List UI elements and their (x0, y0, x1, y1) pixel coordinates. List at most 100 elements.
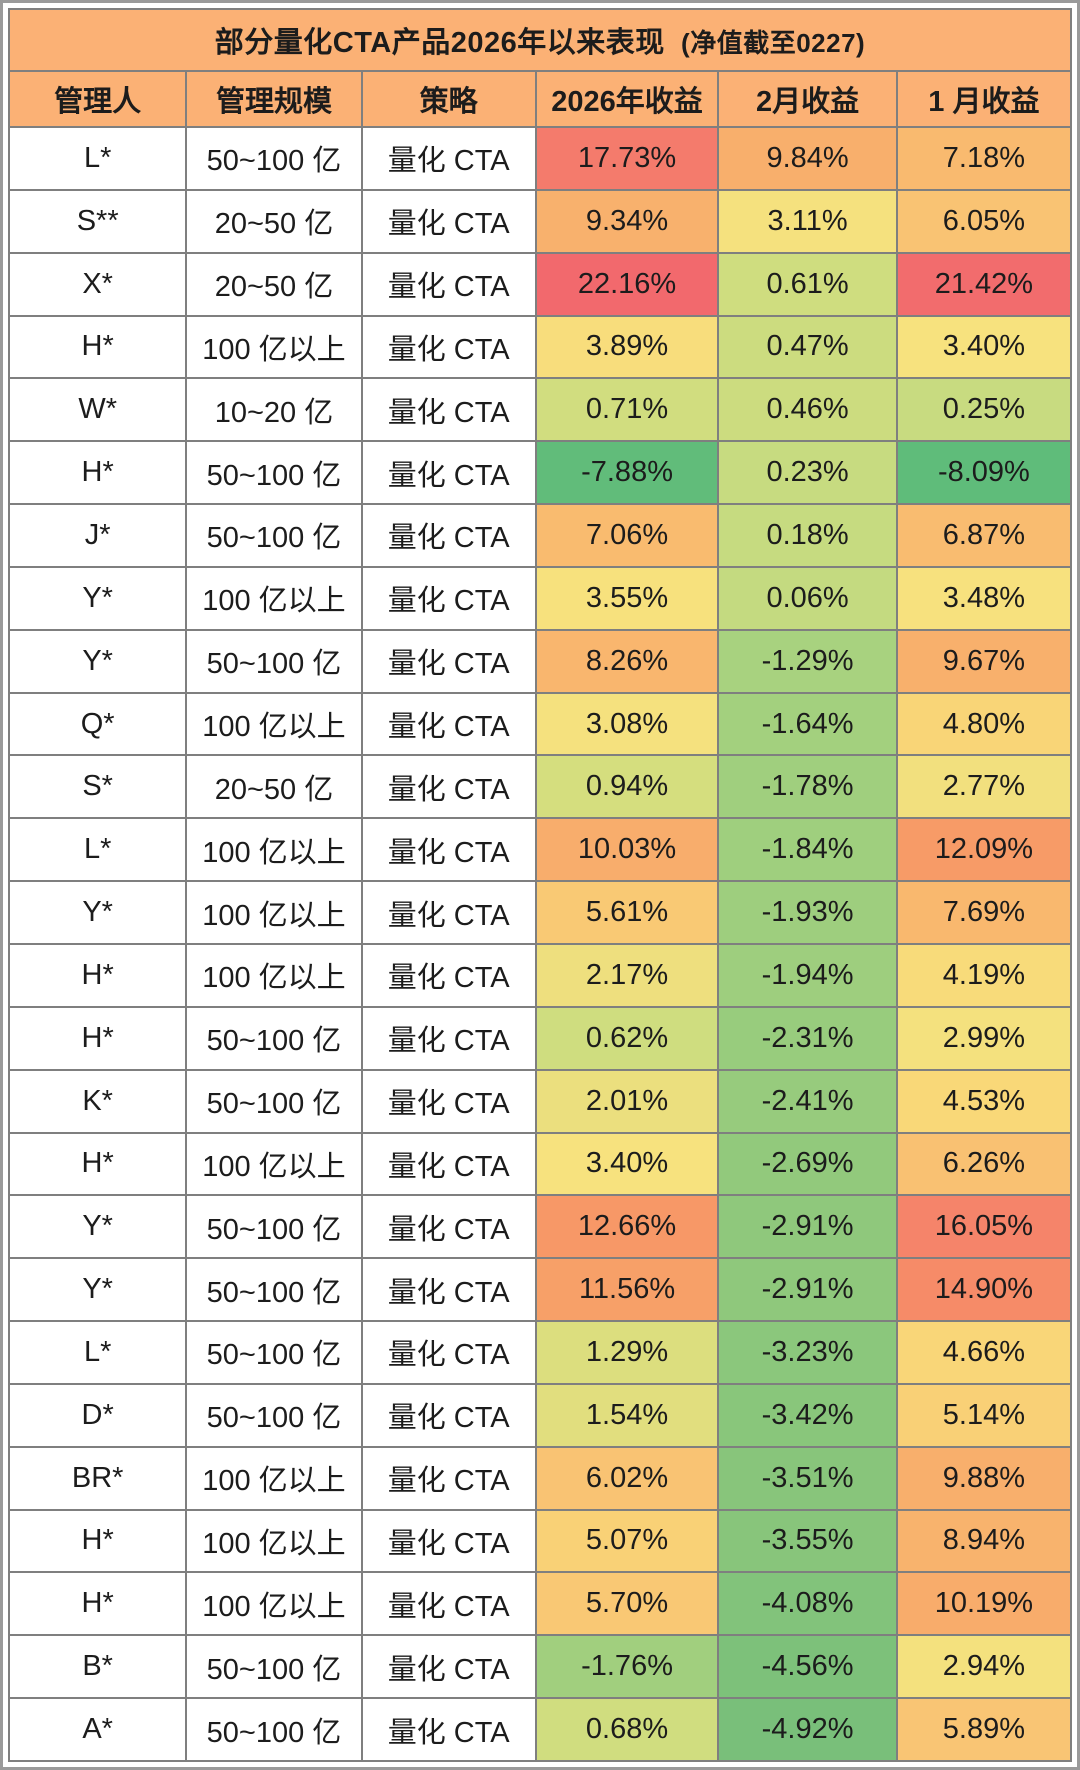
table-row: J* 50~100 亿 量化 CTA 7.06% 0.18% 6.87% (7, 503, 1073, 568)
manager-cell: D* (7, 1382, 188, 1448)
return-jan-cell: 9.88% (895, 1445, 1073, 1511)
return-feb-cell: -1.93% (717, 880, 898, 945)
scale-cell: 20~50 亿 (185, 754, 363, 820)
return-feb-cell: 0.46% (717, 377, 898, 443)
scale-cell: 100 亿以上 (185, 880, 363, 945)
manager-cell: L* (7, 126, 188, 191)
scale-cell: 100 亿以上 (185, 1508, 363, 1574)
return-ytd-cell: 1.54% (534, 1382, 720, 1448)
manager-cell: L* (7, 817, 188, 883)
manager-cell: Y* (7, 880, 188, 945)
table-row: S** 20~50 亿 量化 CTA 9.34% 3.11% 6.05% (7, 188, 1073, 254)
strategy-cell: 量化 CTA (360, 1445, 537, 1511)
scale-cell: 100 亿以上 (185, 314, 363, 380)
return-jan-cell: 5.14% (895, 1382, 1073, 1448)
table-row: K* 50~100 亿 量化 CTA 2.01% -2.41% 4.53% (7, 1068, 1073, 1134)
cta-performance-table: 部分量化CTA产品2026年以来表现 (净值截至0227) 管理人 管理规模 策… (7, 8, 1073, 1762)
table-row: Y* 100 亿以上 量化 CTA 3.55% 0.06% 3.48% (7, 565, 1073, 631)
scale-cell: 100 亿以上 (185, 1131, 363, 1197)
return-ytd-cell: -7.88% (534, 440, 720, 506)
column-header-jan: 1 月收益 (895, 70, 1073, 128)
return-ytd-cell: 5.61% (534, 880, 720, 945)
scale-cell: 100 亿以上 (185, 565, 363, 631)
table-row: L* 50~100 亿 量化 CTA 17.73% 9.84% 7.18% (7, 126, 1073, 191)
table-row: H* 100 亿以上 量化 CTA 3.89% 0.47% 3.40% (7, 314, 1073, 380)
strategy-cell: 量化 CTA (360, 754, 537, 820)
scale-cell: 50~100 亿 (185, 1320, 363, 1385)
manager-cell: H* (7, 1131, 188, 1197)
return-feb-cell: -1.64% (717, 691, 898, 757)
manager-cell: X* (7, 251, 188, 317)
manager-cell: B* (7, 1634, 188, 1700)
return-jan-cell: 6.26% (895, 1131, 1073, 1197)
scale-cell: 50~100 亿 (185, 126, 363, 191)
manager-cell: H* (7, 1005, 188, 1071)
title-row: 部分量化CTA产品2026年以来表现 (净值截至0227) (8, 8, 1072, 72)
return-jan-cell: 4.66% (895, 1320, 1073, 1385)
return-ytd-cell: 2.01% (534, 1068, 720, 1134)
return-feb-cell: -2.41% (717, 1068, 898, 1134)
return-jan-cell: 21.42% (895, 251, 1073, 317)
return-ytd-cell: 3.55% (534, 565, 720, 631)
return-jan-cell: 0.25% (895, 377, 1073, 443)
manager-cell: H* (7, 1508, 188, 1574)
return-ytd-cell: 8.26% (534, 628, 720, 694)
manager-cell: A* (7, 1697, 188, 1762)
table-row: W* 10~20 亿 量化 CTA 0.71% 0.46% 0.25% (7, 377, 1073, 443)
return-feb-cell: -3.51% (717, 1445, 898, 1511)
strategy-cell: 量化 CTA (360, 377, 537, 443)
header-row: 管理人 管理规模 策略 2026年收益 2月收益 1 月收益 (7, 70, 1073, 128)
table-row: H* 100 亿以上 量化 CTA 5.70% -4.08% 10.19% (7, 1571, 1073, 1637)
scale-cell: 50~100 亿 (185, 1382, 363, 1448)
return-jan-cell: 2.94% (895, 1634, 1073, 1700)
return-ytd-cell: 0.71% (534, 377, 720, 443)
return-jan-cell: 16.05% (895, 1194, 1073, 1260)
strategy-cell: 量化 CTA (360, 126, 537, 191)
return-feb-cell: 0.06% (717, 565, 898, 631)
scale-cell: 100 亿以上 (185, 1571, 363, 1637)
return-jan-cell: 2.99% (895, 1005, 1073, 1071)
table-row: A* 50~100 亿 量化 CTA 0.68% -4.92% 5.89% (7, 1697, 1073, 1762)
strategy-cell: 量化 CTA (360, 1697, 537, 1762)
manager-cell: Y* (7, 1257, 188, 1323)
table-row: S* 20~50 亿 量化 CTA 0.94% -1.78% 2.77% (7, 754, 1073, 820)
scale-cell: 50~100 亿 (185, 1697, 363, 1762)
table-row: D* 50~100 亿 量化 CTA 1.54% -3.42% 5.14% (7, 1382, 1073, 1448)
column-header-manager: 管理人 (7, 70, 188, 128)
manager-cell: H* (7, 1571, 188, 1637)
return-feb-cell: 0.47% (717, 314, 898, 380)
return-jan-cell: 8.94% (895, 1508, 1073, 1574)
column-header-strategy: 策略 (360, 70, 537, 128)
manager-cell: K* (7, 1068, 188, 1134)
return-ytd-cell: 12.66% (534, 1194, 720, 1260)
return-ytd-cell: 3.40% (534, 1131, 720, 1197)
return-jan-cell: 4.19% (895, 942, 1073, 1008)
table-row: L* 50~100 亿 量化 CTA 1.29% -3.23% 4.66% (7, 1320, 1073, 1385)
return-ytd-cell: 11.56% (534, 1257, 720, 1323)
title-note: (净值截至0227) (681, 28, 866, 58)
manager-cell: W* (7, 377, 188, 443)
column-header-scale: 管理规模 (185, 70, 363, 128)
return-ytd-cell: 0.68% (534, 1697, 720, 1762)
strategy-cell: 量化 CTA (360, 880, 537, 945)
return-feb-cell: -3.42% (717, 1382, 898, 1448)
return-jan-cell: 7.18% (895, 126, 1073, 191)
scale-cell: 50~100 亿 (185, 1194, 363, 1260)
return-feb-cell: -2.69% (717, 1131, 898, 1197)
strategy-cell: 量化 CTA (360, 817, 537, 883)
return-feb-cell: -1.94% (717, 942, 898, 1008)
return-feb-cell: -2.31% (717, 1005, 898, 1071)
return-feb-cell: -1.84% (717, 817, 898, 883)
return-ytd-cell: 17.73% (534, 126, 720, 191)
return-ytd-cell: 5.70% (534, 1571, 720, 1637)
strategy-cell: 量化 CTA (360, 691, 537, 757)
manager-cell: L* (7, 1320, 188, 1385)
return-ytd-cell: 3.89% (534, 314, 720, 380)
strategy-cell: 量化 CTA (360, 565, 537, 631)
title-text: 部分量化CTA产品2026年以来表现 (214, 27, 665, 59)
scale-cell: 20~50 亿 (185, 188, 363, 254)
manager-cell: H* (7, 440, 188, 506)
return-ytd-cell: 7.06% (534, 503, 720, 568)
table-row: H* 50~100 亿 量化 CTA 0.62% -2.31% 2.99% (7, 1005, 1073, 1071)
